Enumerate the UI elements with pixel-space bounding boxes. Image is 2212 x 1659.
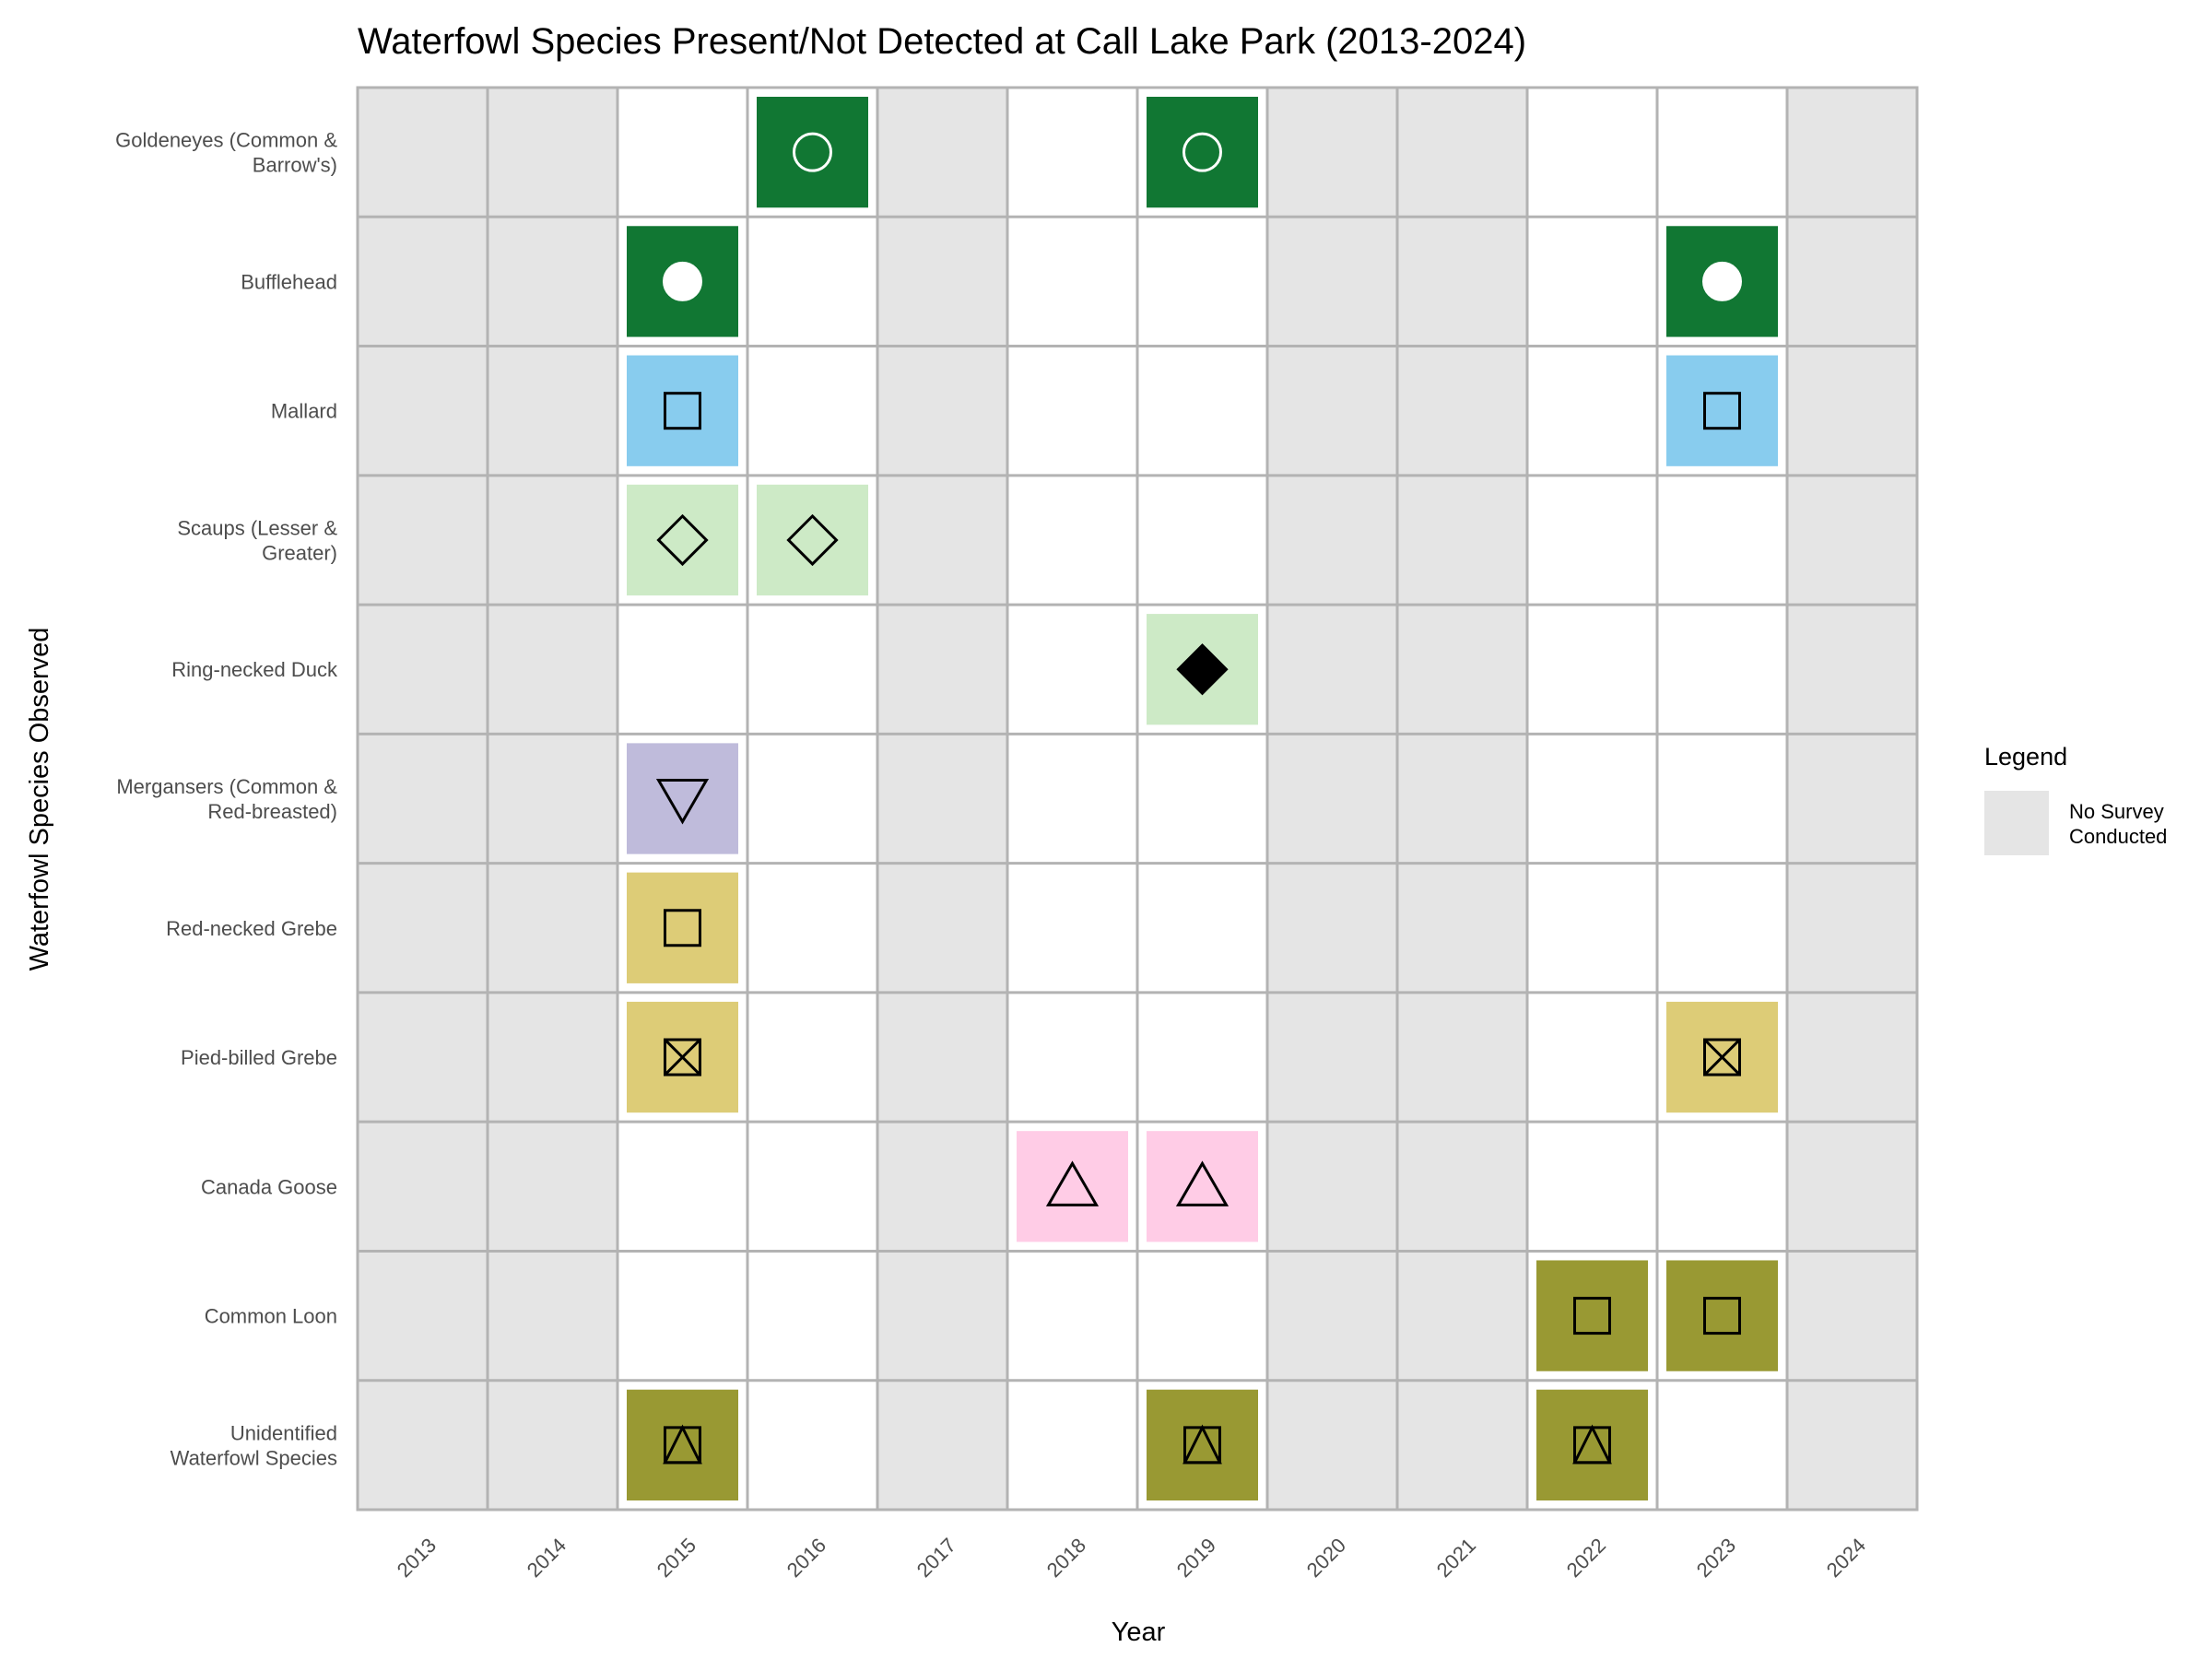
marker-square-triangle-icon <box>1182 1424 1222 1465</box>
presence-cell <box>627 872 738 983</box>
no-survey-column-2013 <box>358 88 488 1510</box>
y-tick-label: Ring-necked Duck <box>171 658 338 681</box>
presence-cell <box>1147 1131 1258 1242</box>
y-tick-label-line: Red-breasted) <box>207 800 337 823</box>
y-tick-label-line: Scaups (Lesser & <box>177 516 337 539</box>
presence-cell <box>627 484 738 596</box>
y-tick-label-line: Waterfowl Species <box>171 1446 337 1469</box>
legend-title: Legend <box>1984 743 2067 771</box>
presence-cell <box>1666 355 1778 466</box>
x-tick-label: 2023 <box>1692 1534 1740 1582</box>
y-tick-label: Mergansers (Common & Red-breasted) <box>116 775 337 823</box>
panel-border <box>356 86 1919 1512</box>
legend-swatch <box>1984 791 2049 855</box>
marker-square-cross-icon <box>664 1038 701 1077</box>
marker-open-square-icon <box>1703 1297 1741 1335</box>
y-tick-label-line: Common Loon <box>205 1305 337 1328</box>
marker-open-diamond-icon <box>786 513 839 567</box>
legend-label-line: No Survey <box>2069 800 2164 823</box>
y-tick-label-line: Unidentified <box>230 1421 337 1444</box>
y-tick-label-line: Red-necked Grebe <box>166 917 337 940</box>
x-tick-label: 2019 <box>1172 1534 1220 1582</box>
y-tick-label: Goldeneyes (Common & Barrow's) <box>115 129 337 177</box>
x-axis-ticks: 2013 2014 2015 2016 2017 2018 2019 2020 2021 2022… <box>393 1534 1870 1582</box>
x-tick-label: 2021 <box>1432 1534 1480 1582</box>
chart-title: Waterfowl Species Present/Not Detected a… <box>358 21 1526 62</box>
presence-cell <box>627 355 738 466</box>
marker-filled-circle-icon <box>663 261 702 301</box>
x-tick-label: 2016 <box>782 1534 830 1582</box>
x-tick-label: 2014 <box>523 1534 571 1582</box>
y-tick-label-line: Canada Goose <box>201 1175 337 1198</box>
x-tick-label: 2018 <box>1042 1534 1090 1582</box>
y-tick-label-line: Greater) <box>262 541 337 564</box>
x-axis-title: Year <box>1112 1618 1166 1647</box>
y-axis-labels: Goldeneyes (Common & Barrow's) Bufflehead M… <box>115 129 338 1470</box>
y-tick-label: Mallard <box>271 400 337 423</box>
presence-cell <box>1017 1131 1128 1242</box>
y-tick-label-line: Pied-billed Grebe <box>181 1046 337 1069</box>
y-tick-label: Common Loon <box>205 1305 337 1328</box>
x-tick-label: 2020 <box>1302 1534 1350 1582</box>
presence-cell <box>757 484 868 596</box>
x-tick-label: 2024 <box>1822 1534 1870 1582</box>
y-tick-label-line: Ring-necked Duck <box>171 658 338 681</box>
x-tick-label: 2013 <box>393 1534 441 1582</box>
presence-cell <box>1536 1389 1648 1500</box>
marker-open-triangle-icon <box>1045 1160 1100 1206</box>
no-survey-column-2021 <box>1397 88 1527 1510</box>
marker-open-diamond-icon <box>656 513 709 567</box>
y-tick-label: Unidentified Waterfowl Species <box>171 1421 337 1469</box>
presence-cell <box>1666 1260 1778 1371</box>
presence-cell <box>1147 97 1258 208</box>
y-tick-label: Bufflehead <box>241 270 337 293</box>
presence-cell <box>1147 1389 1258 1500</box>
plot-panel <box>356 86 1919 1512</box>
x-tick-label: 2017 <box>912 1534 960 1582</box>
legend: Legend No Survey Conducted <box>1984 743 2167 855</box>
y-tick-label-line: Barrow's) <box>253 154 337 177</box>
y-tick-label: Scaups (Lesser & Greater) <box>177 516 337 564</box>
marker-open-square-icon <box>664 392 701 430</box>
marker-open-triangle-down-icon <box>655 779 710 825</box>
presence-cell <box>757 97 868 208</box>
marker-square-triangle-icon <box>1572 1424 1612 1465</box>
y-tick-label: Red-necked Grebe <box>166 917 337 940</box>
no-survey-column-2020 <box>1267 88 1397 1510</box>
marker-filled-diamond-icon <box>1176 643 1229 696</box>
marker-square-triangle-icon <box>663 1424 702 1465</box>
no-survey-column-2014 <box>488 88 618 1510</box>
no-survey-column-2024 <box>1787 88 1917 1510</box>
marker-open-square-icon <box>1573 1297 1611 1335</box>
marker-square-cross-icon <box>1703 1038 1741 1077</box>
y-tick-label-line: Goldeneyes (Common & <box>115 129 337 152</box>
y-axis-title: Waterfowl Species Observed <box>25 628 54 971</box>
marker-open-square-icon <box>1703 392 1741 430</box>
y-tick-label-line: Mergansers (Common & <box>116 775 337 798</box>
presence-cell <box>627 1389 738 1500</box>
marker-filled-circle-icon <box>1702 261 1742 301</box>
legend-label: No Survey Conducted <box>2069 800 2167 848</box>
legend-label-line: Conducted <box>2069 825 2167 848</box>
marker-open-circle-icon <box>793 132 832 172</box>
y-tick-label-line: Bufflehead <box>241 270 337 293</box>
no-survey-column-2017 <box>877 88 1007 1510</box>
marker-open-square-icon <box>664 909 701 947</box>
x-tick-label: 2022 <box>1562 1534 1610 1582</box>
y-tick-label: Pied-billed Grebe <box>181 1046 337 1069</box>
marker-open-triangle-icon <box>1175 1160 1230 1206</box>
marker-open-circle-icon <box>1182 132 1222 172</box>
y-tick-label: Canada Goose <box>201 1175 337 1198</box>
y-tick-label-line: Mallard <box>271 400 337 423</box>
presence-cell <box>627 743 738 854</box>
presence-cell <box>1536 1260 1648 1371</box>
x-tick-label: 2015 <box>653 1534 700 1582</box>
